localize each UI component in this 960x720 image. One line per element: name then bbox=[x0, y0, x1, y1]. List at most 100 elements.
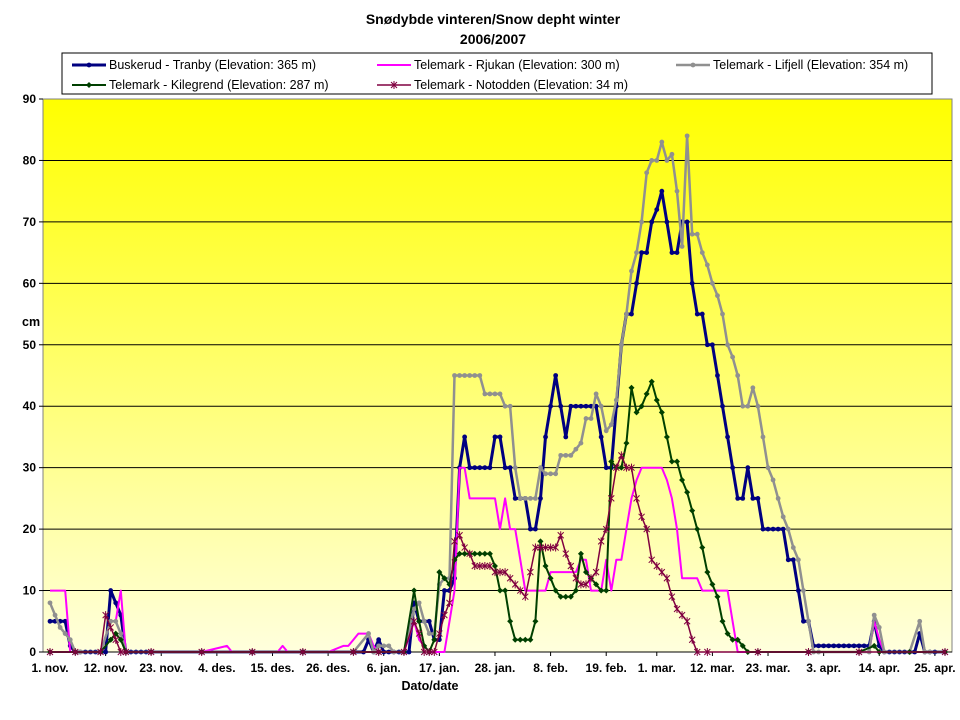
data-point bbox=[624, 311, 629, 317]
data-point bbox=[386, 643, 392, 649]
data-point bbox=[461, 543, 468, 552]
data-point bbox=[679, 244, 685, 249]
x-tick-label: 3. apr. bbox=[806, 661, 841, 675]
data-point bbox=[775, 495, 781, 501]
data-point bbox=[654, 158, 660, 163]
data-point bbox=[502, 403, 508, 409]
x-tick-label: 15. des. bbox=[250, 661, 294, 675]
data-point bbox=[512, 495, 518, 501]
data-point bbox=[806, 618, 811, 624]
data-point bbox=[462, 373, 468, 378]
data-point bbox=[597, 537, 605, 546]
data-point bbox=[593, 581, 600, 588]
data-point bbox=[750, 385, 756, 391]
data-point bbox=[425, 648, 433, 656]
data-point bbox=[638, 512, 645, 521]
data-point bbox=[648, 555, 656, 564]
data-point bbox=[639, 219, 645, 225]
data-point bbox=[841, 643, 847, 649]
data-point bbox=[644, 170, 650, 176]
x-tick-label: 23. mar. bbox=[746, 661, 791, 675]
data-point bbox=[770, 477, 776, 483]
data-point bbox=[108, 618, 114, 624]
x-tick-label: 23. nov. bbox=[139, 661, 183, 675]
data-point bbox=[629, 311, 634, 317]
legend-box bbox=[61, 52, 933, 95]
data-point bbox=[669, 151, 675, 157]
data-point bbox=[501, 568, 509, 577]
data-point bbox=[477, 465, 483, 471]
data-point bbox=[855, 648, 863, 656]
data-point bbox=[719, 618, 726, 625]
legend-item-buskerud-tranby-elevation-365-m: Buskerud - Tranby (Elevation: 365 m) bbox=[72, 58, 316, 72]
chart-title-line1: Snødybde vinteren/Snow depht winter bbox=[366, 11, 621, 27]
x-tick-label: 1. mar. bbox=[638, 661, 676, 675]
legend-label: Buskerud - Tranby (Elevation: 365 m) bbox=[109, 58, 316, 72]
data-point bbox=[431, 636, 438, 643]
data-point bbox=[376, 643, 382, 649]
data-point bbox=[411, 606, 417, 612]
data-point bbox=[97, 648, 104, 656]
data-point bbox=[507, 403, 513, 409]
data-point bbox=[533, 526, 538, 532]
data-point bbox=[47, 600, 53, 606]
x-tick-label: 6. jan. bbox=[367, 661, 401, 675]
legend-item-telemark-lifjell-elevation-354-m: Telemark - Lifjell (Elevation: 354 m) bbox=[676, 58, 908, 72]
data-point bbox=[67, 637, 73, 643]
data-point bbox=[441, 575, 448, 582]
data-point bbox=[426, 631, 432, 636]
data-point bbox=[876, 625, 882, 630]
data-point bbox=[801, 618, 806, 624]
data-point bbox=[62, 631, 68, 636]
legend-marker bbox=[690, 62, 696, 68]
data-point bbox=[836, 643, 842, 649]
x-tick-label: 26. des. bbox=[306, 661, 350, 675]
y-tick-label: 40 bbox=[23, 399, 37, 413]
data-point bbox=[548, 403, 553, 409]
data-point bbox=[117, 648, 125, 656]
data-point bbox=[481, 561, 489, 570]
x-tick-label: 12. mar. bbox=[690, 661, 735, 675]
y-tick-label: 10 bbox=[23, 584, 37, 598]
data-point bbox=[496, 568, 504, 577]
data-point bbox=[704, 262, 710, 268]
data-point bbox=[582, 580, 590, 589]
data-point bbox=[628, 384, 635, 391]
data-point bbox=[664, 219, 670, 225]
data-point bbox=[679, 476, 686, 483]
data-point bbox=[785, 526, 791, 532]
data-point bbox=[709, 581, 716, 588]
data-point bbox=[568, 452, 574, 458]
data-point bbox=[436, 569, 443, 576]
y-tick-label: 30 bbox=[23, 461, 37, 475]
data-point bbox=[462, 434, 468, 440]
data-point bbox=[47, 618, 53, 624]
data-point bbox=[674, 458, 681, 465]
data-point bbox=[482, 465, 488, 471]
data-point bbox=[482, 391, 488, 397]
data-point bbox=[684, 133, 690, 139]
data-point bbox=[643, 525, 651, 534]
data-point bbox=[107, 636, 114, 643]
data-point bbox=[760, 434, 766, 440]
data-point bbox=[634, 250, 639, 256]
data-point bbox=[512, 465, 518, 471]
data-point bbox=[543, 471, 548, 477]
data-point bbox=[649, 158, 655, 163]
data-point bbox=[477, 373, 483, 378]
data-point bbox=[663, 574, 671, 583]
data-point bbox=[693, 648, 701, 656]
chart-title-line2: 2006/2007 bbox=[460, 31, 526, 47]
legend-marker bbox=[390, 81, 398, 89]
data-point bbox=[562, 549, 570, 558]
data-point bbox=[735, 495, 741, 501]
legend-marker bbox=[86, 62, 92, 68]
data-point bbox=[248, 648, 256, 656]
x-tick-label: 12. nov. bbox=[84, 661, 128, 675]
data-point bbox=[578, 403, 584, 409]
data-point bbox=[487, 465, 493, 471]
data-point bbox=[745, 465, 751, 471]
data-point bbox=[46, 648, 54, 656]
data-point bbox=[861, 643, 867, 649]
data-point bbox=[517, 495, 523, 501]
